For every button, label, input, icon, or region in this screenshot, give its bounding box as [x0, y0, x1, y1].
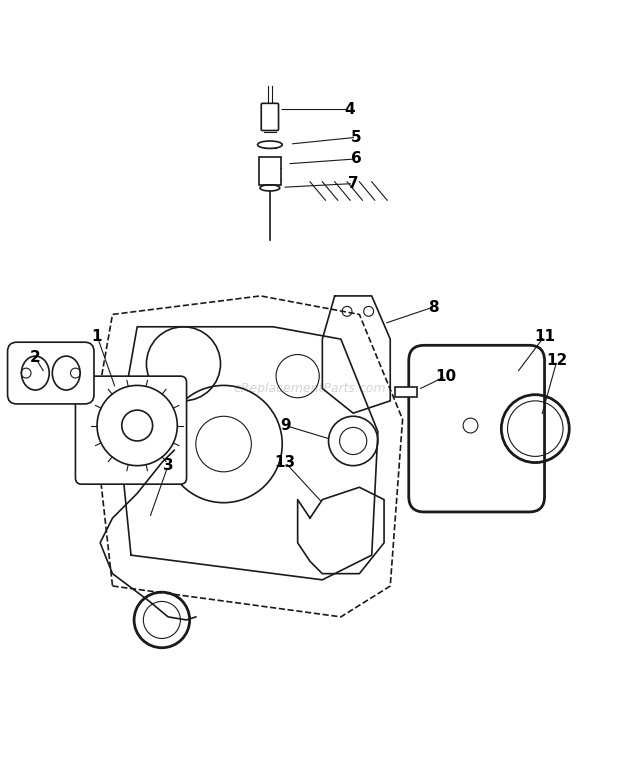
Text: 2: 2 — [30, 350, 41, 365]
Text: 4: 4 — [345, 102, 355, 117]
FancyBboxPatch shape — [76, 376, 187, 484]
Text: 13: 13 — [275, 455, 296, 470]
FancyBboxPatch shape — [7, 342, 94, 404]
Text: 5: 5 — [351, 130, 361, 145]
Bar — [259, 157, 281, 185]
Bar — [394, 387, 417, 396]
Text: 10: 10 — [435, 368, 456, 384]
Text: 3: 3 — [162, 458, 174, 473]
Text: 8: 8 — [428, 299, 439, 315]
Text: 9: 9 — [280, 418, 291, 433]
FancyBboxPatch shape — [261, 103, 278, 131]
Text: 11: 11 — [534, 329, 555, 343]
Text: 7: 7 — [348, 176, 358, 191]
FancyBboxPatch shape — [409, 345, 544, 512]
Text: 12: 12 — [546, 354, 567, 368]
Text: eReplacementParts.com: eReplacementParts.com — [234, 382, 386, 395]
Text: 1: 1 — [92, 329, 102, 343]
Text: 6: 6 — [351, 152, 361, 166]
